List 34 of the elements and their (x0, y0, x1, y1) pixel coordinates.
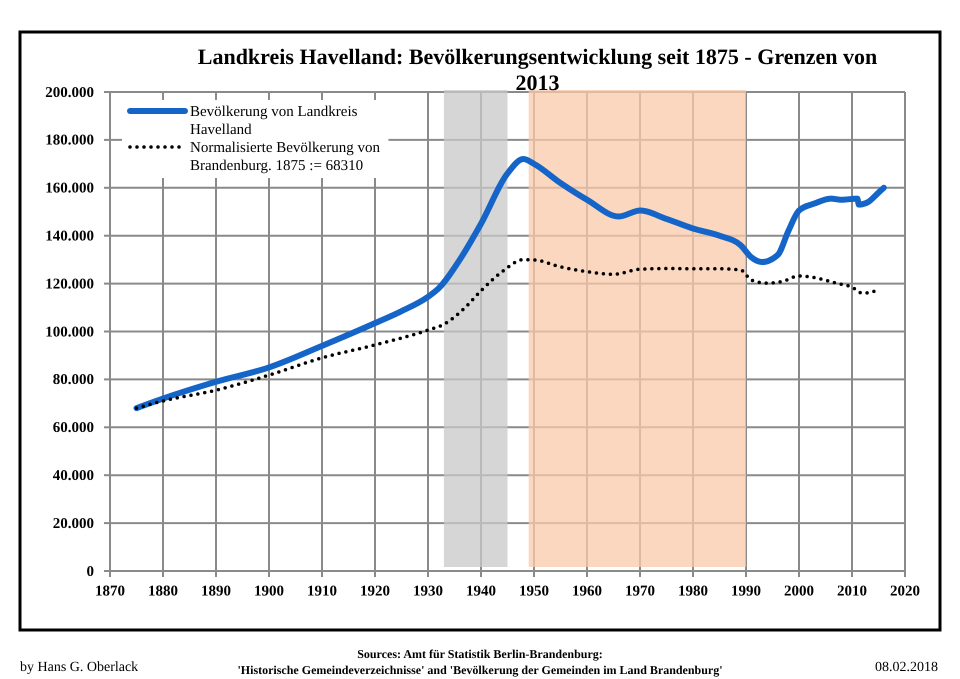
x-tick-label: 1890 (201, 584, 231, 600)
source-note: Sources: Amt für Statistik Berlin-Brandenburg: (357, 647, 603, 661)
text: by Hans G. Oberlack (20, 660, 138, 675)
x-tick-label: 1980 (678, 584, 708, 600)
x-tick-label: 1910 (307, 584, 337, 600)
y-tick-label: 160.000 (45, 180, 94, 197)
y-tick-label: 180.000 (45, 132, 94, 149)
x-tick-label: 1940 (466, 584, 496, 600)
y-tick-label: 60.000 (52, 420, 94, 436)
x-tick-label: 1950 (519, 584, 549, 600)
text: 08.02.2018 (875, 660, 938, 675)
x-tick-label: 1880 (148, 584, 178, 600)
text: 'Historische Gemeindeverzeichnisse' and 'Bevölkerung der Gemeinden im Land Brandenburg' (237, 663, 723, 677)
x-tick-label: 1960 (572, 584, 602, 600)
y-tick-label: 20.000 (52, 516, 94, 532)
y-tick-label: 0 (86, 564, 94, 580)
x-tick-label: 1990 (731, 584, 761, 600)
x-tick-label: 2020 (890, 584, 920, 600)
y-tick-label: 120.000 (45, 276, 94, 292)
y-tick-label: 100.000 (45, 324, 94, 340)
x-tick-label: 1900 (254, 584, 284, 600)
x-tick-label: 1970 (625, 584, 655, 600)
legend-label: Bevölkerung von Landkreis Havelland (190, 104, 358, 138)
y-tick-label: 200.000 (45, 84, 94, 101)
y-tick-label: 80.000 (52, 372, 94, 388)
y-tick-label: 140.000 (45, 228, 94, 244)
x-tick-label: 1870 (95, 584, 125, 600)
x-tick-label: 2010 (837, 584, 867, 600)
x-tick-label: 1920 (360, 584, 390, 600)
y-tick-label: 40.000 (52, 468, 94, 484)
x-tick-label: 2000 (784, 584, 814, 600)
chart-title: Landkreis Havelland: Bevölkerungsentwicklung seit 1875 - Grenzen von 2013 (198, 44, 878, 95)
x-tick-label: 1930 (413, 584, 443, 600)
legend-label: Normalisierte Bevölkerung von Brandenburg. 1875 := 68310 (190, 140, 380, 174)
